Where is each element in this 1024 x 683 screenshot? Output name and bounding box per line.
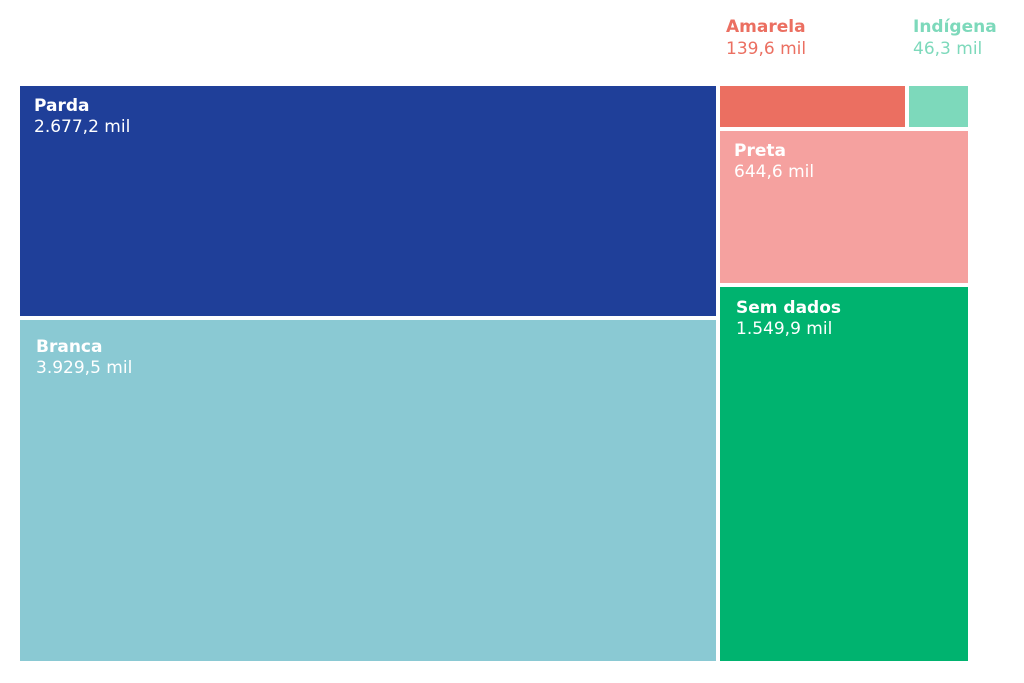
tile-branca-label: Branca 3.929,5 mil xyxy=(36,337,132,380)
tile-indigena xyxy=(909,86,968,127)
tile-parda-label: Parda 2.677,2 mil xyxy=(34,96,130,139)
tile-indigena-name: Indígena xyxy=(913,17,997,37)
tile-preta-label: Preta 644,6 mil xyxy=(734,141,814,184)
tile-indigena-value: 46,3 mil xyxy=(913,39,983,60)
tile-amarela-value: 139,6 mil xyxy=(726,39,807,60)
tile-preta-value: 644,6 mil xyxy=(734,162,815,183)
tile-amarela-label: Amarela 139,6 mil xyxy=(726,16,806,60)
tile-indigena-label: Indígena 46,3 mil xyxy=(913,16,997,60)
tile-amarela-name: Amarela xyxy=(726,17,806,37)
tile-sem-dados-label: Sem dados 1.549,9 mil xyxy=(736,298,841,341)
tile-sem-dados-value: 1.549,9 mil xyxy=(736,319,833,340)
tile-branca: Branca 3.929,5 mil xyxy=(20,320,716,661)
tile-preta: Preta 644,6 mil xyxy=(720,131,968,283)
tile-sem-dados: Sem dados 1.549,9 mil xyxy=(720,287,968,661)
tile-sem-dados-name: Sem dados xyxy=(736,298,842,318)
tile-preta-name: Preta xyxy=(734,141,786,161)
tile-parda: Parda 2.677,2 mil xyxy=(20,86,716,316)
tile-branca-value: 3.929,5 mil xyxy=(36,358,133,379)
tile-amarela xyxy=(720,86,905,127)
tile-parda-value: 2.677,2 mil xyxy=(34,117,131,138)
tile-parda-name: Parda xyxy=(34,96,90,116)
tile-branca-name: Branca xyxy=(36,337,103,357)
